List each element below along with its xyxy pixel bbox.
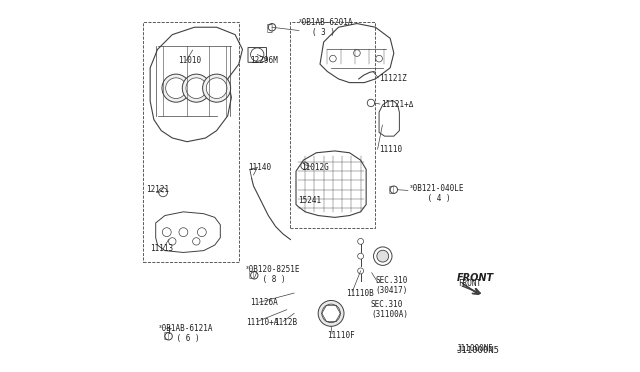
Circle shape bbox=[353, 50, 360, 57]
Circle shape bbox=[318, 301, 344, 326]
Text: J11000N5: J11000N5 bbox=[456, 346, 500, 355]
Circle shape bbox=[186, 78, 207, 99]
Text: 11010: 11010 bbox=[178, 56, 201, 65]
Polygon shape bbox=[379, 101, 399, 136]
Bar bbox=[291, 22, 376, 228]
Text: Ⓑ: Ⓑ bbox=[163, 332, 168, 341]
Circle shape bbox=[301, 162, 308, 169]
Circle shape bbox=[376, 55, 382, 62]
Text: Ⓑ: Ⓑ bbox=[266, 22, 272, 32]
Text: J11000N5: J11000N5 bbox=[456, 344, 493, 353]
Text: 11121+Δ: 11121+Δ bbox=[381, 100, 413, 109]
Circle shape bbox=[182, 74, 211, 102]
Circle shape bbox=[330, 55, 336, 62]
Text: 12296M: 12296M bbox=[250, 56, 278, 65]
Circle shape bbox=[165, 333, 172, 340]
Bar bbox=[143, 22, 239, 262]
Circle shape bbox=[390, 186, 397, 193]
Circle shape bbox=[358, 238, 364, 244]
Circle shape bbox=[159, 188, 168, 197]
Polygon shape bbox=[320, 23, 394, 83]
Circle shape bbox=[166, 78, 186, 99]
Text: ³0B120-8251E
    ( 8 ): ³0B120-8251E ( 8 ) bbox=[244, 265, 300, 284]
Circle shape bbox=[374, 247, 392, 265]
Circle shape bbox=[206, 78, 227, 99]
Circle shape bbox=[179, 228, 188, 237]
Text: 11012G: 11012G bbox=[301, 163, 330, 172]
Text: 11140: 11140 bbox=[248, 163, 271, 172]
Circle shape bbox=[251, 48, 264, 61]
Text: ³0B1AB-6121A
    ( 6 ): ³0B1AB-6121A ( 6 ) bbox=[157, 324, 213, 343]
Text: 11110: 11110 bbox=[379, 145, 402, 154]
Circle shape bbox=[268, 23, 276, 31]
Text: FRONT: FRONT bbox=[458, 279, 481, 288]
Text: 11126A: 11126A bbox=[250, 298, 278, 307]
Polygon shape bbox=[248, 48, 266, 62]
Circle shape bbox=[163, 228, 172, 237]
Circle shape bbox=[193, 238, 200, 245]
Polygon shape bbox=[156, 212, 220, 253]
Polygon shape bbox=[296, 151, 366, 217]
Text: 11110B: 11110B bbox=[346, 289, 374, 298]
Text: 11113: 11113 bbox=[150, 244, 173, 253]
Circle shape bbox=[251, 272, 258, 279]
Text: ³0B121-040LE
    ( 4 ): ³0B121-040LE ( 4 ) bbox=[408, 184, 464, 203]
Circle shape bbox=[197, 228, 206, 237]
Text: FRONT: FRONT bbox=[456, 273, 493, 283]
Circle shape bbox=[322, 304, 340, 323]
Text: 11110F: 11110F bbox=[328, 331, 355, 340]
Text: Ⓑ: Ⓑ bbox=[249, 271, 254, 280]
Text: SEC.310
(30417): SEC.310 (30417) bbox=[376, 276, 408, 295]
Text: SEC.310
(31100A): SEC.310 (31100A) bbox=[371, 300, 408, 320]
Text: 15241: 15241 bbox=[298, 196, 321, 205]
Circle shape bbox=[358, 253, 364, 259]
Text: 11110+A: 11110+A bbox=[246, 318, 278, 327]
Text: ³0B1AB-6201A
   ( 3 ): ³0B1AB-6201A ( 3 ) bbox=[298, 17, 353, 37]
Text: 12121: 12121 bbox=[147, 185, 170, 194]
Text: 11121Z: 11121Z bbox=[379, 74, 407, 83]
Circle shape bbox=[367, 99, 374, 107]
Circle shape bbox=[168, 238, 176, 245]
Circle shape bbox=[162, 74, 190, 102]
Text: 1112B: 1112B bbox=[274, 318, 297, 327]
Circle shape bbox=[377, 250, 388, 262]
Text: Ⓑ: Ⓑ bbox=[388, 185, 394, 194]
Circle shape bbox=[203, 74, 230, 102]
Circle shape bbox=[358, 268, 364, 274]
Polygon shape bbox=[150, 27, 243, 142]
